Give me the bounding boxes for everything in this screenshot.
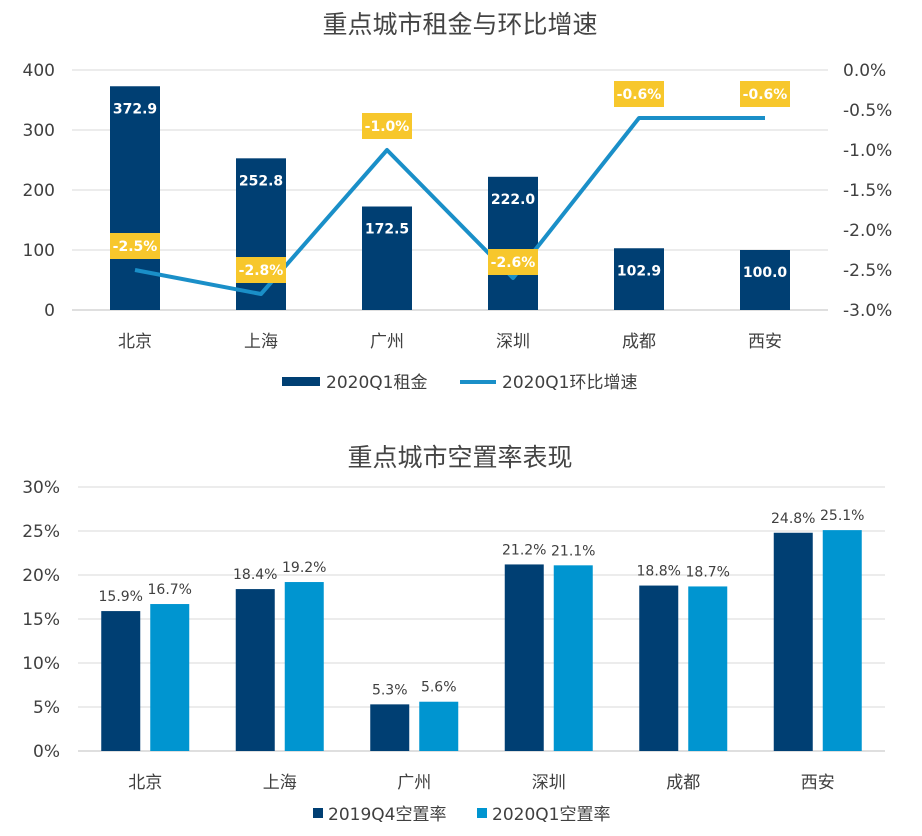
- chart2-title: 重点城市空置率表现: [347, 443, 572, 472]
- rent-bar: [362, 206, 412, 310]
- chart2-category-label: 西安: [801, 773, 835, 793]
- chart1-legend: 2020Q1租金 2020Q1环比增速: [282, 373, 637, 393]
- chart2-ytick: 30%: [22, 478, 60, 498]
- chart1-y2tick: -0.5%: [843, 101, 892, 121]
- rent-bar-label: 100.0: [743, 265, 788, 281]
- vacancy-bar-2020q1: [553, 565, 593, 751]
- rent-growth-chart: 重点城市租金与环比增速 0 100 200 300 400 0.0% -0.5% -1.0%…: [23, 10, 893, 393]
- vacancy-bar-2019q4: [639, 585, 679, 751]
- growth-label-box: [614, 81, 664, 107]
- vacancy-value-label: 24.8%: [771, 511, 815, 527]
- growth-point-label: -0.6%: [740, 81, 790, 107]
- vacancy-bar-2019q4: [101, 611, 141, 751]
- legend-label-q4: 2019Q4空置率: [328, 805, 446, 825]
- growth-line: [134, 116, 765, 296]
- growth-point-label: -0.6%: [614, 81, 664, 107]
- vacancy-value-label: 25.1%: [820, 508, 864, 524]
- vacancy-bar-2019q4: [773, 532, 813, 751]
- growth-label-box: [362, 113, 412, 139]
- chart2-ytick: 10%: [22, 654, 60, 674]
- vacancy-value-label: 18.7%: [686, 564, 730, 580]
- chart2-category-label: 广州: [397, 773, 431, 793]
- growth-point-label: -2.6%: [488, 249, 538, 275]
- growth-point-label: -1.0%: [362, 113, 412, 139]
- rent-bar-label: 372.9: [113, 101, 157, 117]
- rent-bar: [614, 248, 664, 310]
- chart2-category-label: 上海: [263, 773, 297, 793]
- vacancy-value-label: 19.2%: [282, 560, 326, 576]
- chart2-ytick: 25%: [22, 522, 60, 542]
- rent-bar-label: 222.0: [491, 192, 536, 208]
- growth-label: -2.6%: [491, 255, 536, 271]
- rent-bar-label: 172.5: [365, 222, 409, 238]
- chart1-category-label: 西安: [748, 332, 782, 352]
- growth-label-box: [740, 81, 790, 107]
- vacancy-bar-2020q1: [284, 582, 324, 751]
- chart2-ytick: 20%: [22, 566, 60, 586]
- vacancy-value-label: 18.4%: [233, 567, 277, 583]
- chart2-ytick: 5%: [33, 698, 60, 718]
- chart2-category-label: 北京: [128, 773, 162, 793]
- chart1-category-label: 北京: [118, 332, 152, 352]
- growth-label: -0.6%: [743, 87, 788, 103]
- vacancy-value-label: 5.6%: [421, 680, 457, 696]
- chart1-ytick: 400: [23, 61, 55, 81]
- chart2-category-label: 成都: [666, 773, 700, 793]
- vacancy-value-label: 21.1%: [551, 543, 595, 559]
- vacancy-bar-2019q4: [370, 704, 410, 751]
- growth-label: -0.6%: [617, 87, 662, 103]
- legend-swatch-rent: [282, 377, 320, 386]
- chart1-y2tick: -2.0%: [843, 221, 892, 241]
- vacancy-value-label: 5.3%: [372, 682, 408, 698]
- vacancy-bar-2020q1: [419, 701, 459, 751]
- legend-label-growth: 2020Q1环比增速: [502, 373, 637, 393]
- growth-label-box: [110, 233, 160, 259]
- legend-label-q1: 2020Q1空置率: [492, 805, 610, 825]
- growth-label: -2.5%: [113, 239, 158, 255]
- chart1-y2tick: -3.0%: [843, 301, 892, 321]
- chart1-category-label: 上海: [244, 332, 278, 352]
- rent-bar: [488, 176, 538, 310]
- rent-bar-label: 252.8: [239, 173, 283, 189]
- vacancy-value-label: 21.2%: [502, 542, 546, 558]
- growth-point-label: -2.5%: [110, 233, 160, 259]
- vacancy-chart: 重点城市空置率表现 0% 5% 10% 15% 20% 25% 30% 15.9% 18.4%…: [22, 443, 885, 825]
- chart1-title: 重点城市租金与环比增速: [322, 10, 597, 39]
- vacancy-value-label: 15.9%: [99, 589, 143, 605]
- chart1-category-label: 深圳: [496, 332, 530, 352]
- chart1-ytick: 200: [23, 181, 55, 201]
- chart2-legend: 2019Q4空置率 2020Q1空置率: [313, 805, 610, 825]
- legend-swatch-q1: [477, 808, 487, 818]
- chart1-category-label: 成都: [622, 332, 656, 352]
- chart1-y2tick: -2.5%: [843, 261, 892, 281]
- vacancy-value-label: 18.8%: [637, 564, 681, 580]
- chart1-y2tick: -1.0%: [843, 141, 892, 161]
- vacancy-bar-2019q4: [504, 564, 544, 751]
- chart1-y2tick: 0.0%: [843, 61, 886, 81]
- chart1-ytick: 300: [23, 121, 55, 141]
- vacancy-bar-2019q4: [235, 589, 275, 751]
- growth-label: -2.8%: [239, 263, 284, 279]
- legend-swatch-q4: [313, 808, 323, 818]
- chart2-ytick: 15%: [22, 610, 60, 630]
- rent-bar: [740, 250, 790, 310]
- growth-label-box: [488, 249, 538, 275]
- chart2-ytick: 0%: [33, 742, 60, 762]
- chart1-ytick: 100: [23, 241, 55, 261]
- legend-label-rent: 2020Q1租金: [326, 373, 427, 393]
- rent-bar: [110, 86, 160, 310]
- growth-label-box: [236, 257, 286, 283]
- vacancy-bar-2020q1: [150, 604, 190, 751]
- chart1-y2tick: -1.5%: [843, 181, 892, 201]
- vacancy-bar-2020q1: [822, 530, 862, 751]
- rent-bar: [236, 158, 286, 310]
- rent-bar-label: 102.9: [617, 263, 661, 279]
- vacancy-bar-2020q1: [688, 586, 728, 751]
- chart1-category-label: 广州: [370, 332, 404, 352]
- growth-point-label: -2.8%: [236, 257, 286, 283]
- chart1-ytick: 0: [44, 301, 55, 321]
- chart2-category-label: 深圳: [532, 773, 566, 793]
- growth-label: -1.0%: [365, 119, 410, 135]
- vacancy-value-label: 16.7%: [148, 582, 192, 598]
